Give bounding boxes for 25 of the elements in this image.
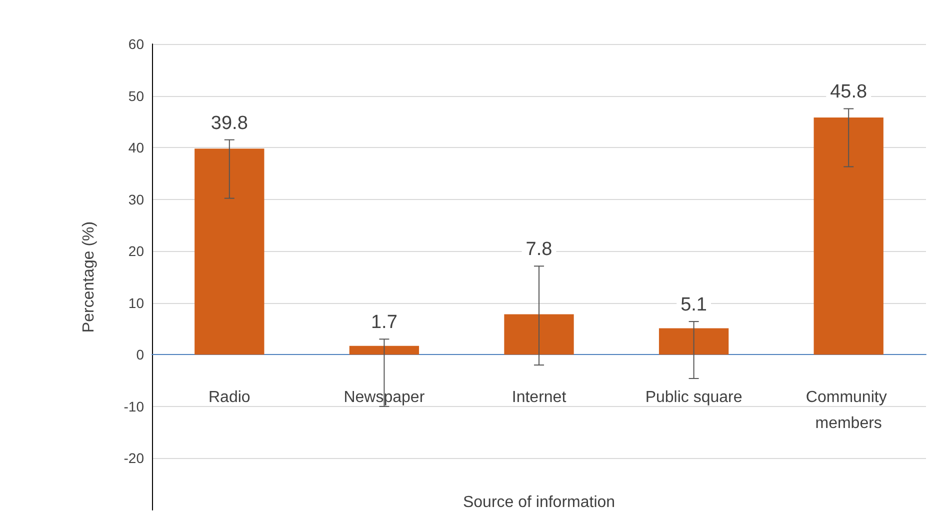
data-label: 7.8 <box>526 239 552 260</box>
y-tick-label: 10 <box>128 294 144 311</box>
y-tick-label: 50 <box>128 88 144 104</box>
bar <box>658 328 729 355</box>
bar <box>194 148 264 355</box>
x-tick-label: Community members <box>806 389 892 432</box>
x-axis-title: Source of information <box>462 494 616 512</box>
y-tick-label: 60 <box>128 36 144 52</box>
y-tick-label: 20 <box>128 243 144 260</box>
bar <box>504 314 574 355</box>
x-tick-label: Internet <box>512 389 567 406</box>
x-tick-label: Public square <box>645 389 742 406</box>
y-tick-label: 0 <box>136 346 144 363</box>
data-label: 5.1 <box>680 294 708 316</box>
bar <box>814 118 884 355</box>
y-tick-label: -20 <box>124 450 144 466</box>
x-tick-label: Radio <box>208 389 250 406</box>
y-tick-label: 30 <box>128 191 144 208</box>
data-label: 39.8 <box>210 112 248 134</box>
y-tick-label: 40 <box>128 140 144 156</box>
data-label: 45.8 <box>830 82 868 103</box>
y-axis-title: Percentage (%) <box>80 221 98 333</box>
data-label: 1.7 <box>370 312 398 334</box>
bar <box>349 346 420 355</box>
y-tick-label: -10 <box>124 398 144 414</box>
